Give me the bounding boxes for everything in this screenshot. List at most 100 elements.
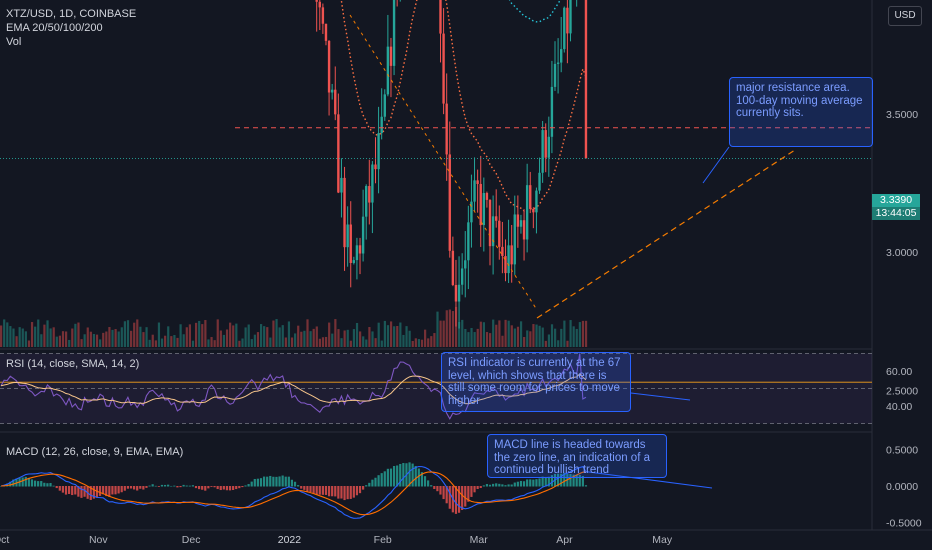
volume-bar [238,340,241,347]
macd-histogram-bar [417,468,420,487]
volume-label[interactable]: Vol [6,36,22,48]
volume-bar [309,331,312,347]
macd-histogram-bar [201,486,204,490]
macd-histogram-bar [272,476,275,487]
volume-bar [40,334,43,347]
candle-body [464,260,467,269]
macd-signal-line [0,471,586,516]
descending-trendline [349,14,538,311]
volume-bar [176,337,179,347]
candle-body [556,62,560,64]
macd-histogram-bar [120,486,123,493]
time-tick-label: Feb [374,534,392,546]
volume-bar [3,319,6,347]
macd-histogram-bar [544,476,547,487]
candle-body [358,245,362,254]
rsi-pane-label[interactable]: RSI (14, close, SMA, 14, 2) [6,358,140,370]
macd-histogram-bar [92,486,95,499]
volume-bar [454,307,458,347]
volume-bar [52,327,55,347]
volume-bar [151,334,154,347]
volume-bar [80,339,83,347]
volume-bar [427,338,430,347]
macd-histogram-bar [371,479,374,487]
symbol-title[interactable]: XTZ/USD, 1D, COINBASE [6,8,137,20]
macd-histogram-bar [362,486,365,490]
macd-histogram-bar [74,486,77,495]
macd-histogram-bar [213,486,216,488]
volume-bar [492,319,495,347]
resistance-annotation[interactable]: major resistance area. 100-day moving av… [729,77,873,147]
macd-histogram-bar [204,486,207,491]
candle-body [467,222,470,261]
macd-histogram-bar [575,474,578,487]
candle-body [470,201,473,223]
candle-body [448,154,451,251]
volume-bar [578,322,581,347]
macd-histogram-bar [464,486,467,507]
macd-pane-label[interactable]: MACD (12, 26, close, 9, EMA, EMA) [6,446,184,458]
volume-bar [185,327,188,347]
rsi-annotation[interactable]: RSI indicator is currently at the 67 lev… [441,352,631,412]
macd-histogram-bar [529,479,532,487]
macd-histogram-bar [436,486,439,492]
volume-bar [49,328,52,347]
volume-bar [414,338,417,347]
volume-bar [445,310,448,347]
macd-histogram-bar [374,477,377,487]
macd-histogram-bar [569,474,572,487]
candle-body [479,183,482,226]
macd-histogram-bar [442,486,445,500]
macd-histogram-bar [430,485,433,487]
macd-histogram-bar [352,486,355,498]
currency-button[interactable]: USD [888,6,922,26]
macd-histogram-bar [232,486,235,491]
volume-bar [167,326,170,347]
volume-bar [123,321,126,347]
macd-histogram-bar [182,484,185,487]
macd-histogram-bar [340,486,343,499]
candle-body [516,214,520,227]
candle-body [334,89,337,115]
macd-histogram-bar [207,486,210,489]
volume-bar [142,332,145,347]
candle-body [346,224,349,248]
time-tick-label: Apr [556,534,573,546]
macd-histogram-bar [526,479,529,487]
volume-bar [300,331,303,347]
macd-histogram-bar [225,486,229,491]
macd-histogram-bar [61,486,64,493]
candle-body [513,214,516,265]
volume-bar [266,327,269,347]
volume-bar [430,336,433,347]
macd-histogram-bar [98,486,102,496]
volume-bar [290,337,294,347]
volume-bar [436,311,439,347]
candle-body [321,7,325,24]
macd-histogram-bar [179,486,182,488]
macd-histogram-bar [399,463,402,487]
macd-annotation[interactable]: MACD line is headed towards the zero lin… [487,434,667,478]
macd-histogram-bar [55,486,58,489]
candle-body [563,7,566,50]
macd-histogram-bar [522,481,526,487]
macd-histogram-bar [80,486,83,498]
volume-bar [269,337,272,347]
volume-bar [581,320,585,347]
macd-histogram-bar [46,483,49,487]
macd-histogram-bar [160,484,164,487]
volume-bar [105,331,108,347]
macd-histogram-bar [581,475,584,487]
macd-histogram-bar [287,476,290,487]
macd-histogram-bar [89,486,92,500]
macd-histogram-bar [293,481,297,487]
ema-indicator-label[interactable]: EMA 20/50/100/200 [6,22,103,34]
candle-body [365,186,368,217]
macd-histogram-bar [306,486,309,492]
macd-histogram-bar [439,486,442,495]
candle-body [525,185,529,240]
volume-bar [241,338,244,347]
volume-bar [408,330,411,347]
macd-histogram-bar [578,474,581,487]
